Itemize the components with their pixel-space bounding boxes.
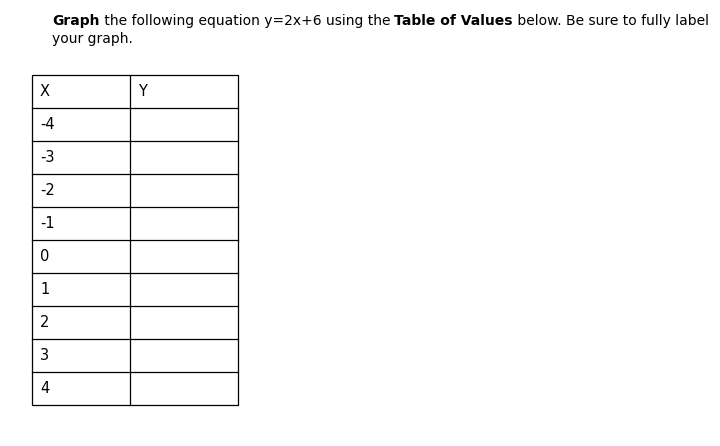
Text: -1: -1 — [40, 216, 55, 231]
Text: -3: -3 — [40, 150, 55, 165]
Text: -2: -2 — [40, 183, 55, 198]
Text: Y: Y — [138, 84, 147, 99]
Text: 4: 4 — [40, 381, 49, 396]
Text: -4: -4 — [40, 117, 55, 132]
Text: the following equation y=2x+6 using the: the following equation y=2x+6 using the — [99, 14, 395, 28]
Text: Table of Values: Table of Values — [395, 14, 513, 28]
Text: below. Be sure to fully label: below. Be sure to fully label — [513, 14, 709, 28]
Text: 3: 3 — [40, 348, 49, 363]
Text: Graph: Graph — [52, 14, 99, 28]
Bar — [32, 75, 238, 405]
Text: your graph.: your graph. — [52, 32, 133, 46]
Text: 1: 1 — [40, 282, 49, 297]
Text: 0: 0 — [40, 249, 50, 264]
Text: 2: 2 — [40, 315, 50, 330]
Text: X: X — [40, 84, 50, 99]
